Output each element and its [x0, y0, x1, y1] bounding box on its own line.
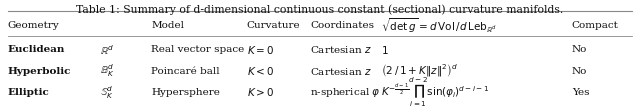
Text: $K<0$: $K<0$: [246, 65, 274, 77]
Text: No: No: [572, 67, 587, 76]
Text: $K=0$: $K=0$: [246, 44, 274, 56]
Text: No: No: [572, 45, 587, 54]
Text: Real vector space: Real vector space: [151, 45, 244, 54]
Text: Model: Model: [151, 21, 184, 30]
Text: Cartesian $z$: Cartesian $z$: [310, 44, 372, 55]
Text: $\sqrt{\det g} = d\,\mathrm{Vol}\,/d\,\mathrm{Leb}_{\mathbb{R}^d}$: $\sqrt{\det g} = d\,\mathrm{Vol}\,/d\,\m…: [381, 16, 497, 35]
Text: Euclidean: Euclidean: [8, 45, 65, 54]
Text: Cartesian $z$: Cartesian $z$: [310, 66, 372, 77]
Text: $K^{-\frac{d-1}{2}}\prod_{i=1}^{d-2}\sin(\varphi_i)^{d-i-1}$: $K^{-\frac{d-1}{2}}\prod_{i=1}^{d-2}\sin…: [381, 76, 489, 109]
Text: Poincaré ball: Poincaré ball: [151, 67, 220, 76]
Text: Hypersphere: Hypersphere: [151, 88, 220, 97]
Text: $K>0$: $K>0$: [246, 86, 274, 98]
Text: $\mathbb{S}_K^d$: $\mathbb{S}_K^d$: [100, 84, 114, 101]
Text: Geometry: Geometry: [8, 21, 60, 30]
Text: Curvature: Curvature: [246, 21, 300, 30]
Text: Compact: Compact: [572, 21, 619, 30]
Text: Elliptic: Elliptic: [8, 88, 49, 97]
Text: $\left(2\,/\,1+K\|z\|^2\right)^d$: $\left(2\,/\,1+K\|z\|^2\right)^d$: [381, 63, 458, 79]
Text: $\mathbb{R}^d$: $\mathbb{R}^d$: [100, 43, 115, 57]
Text: Coordinates: Coordinates: [310, 21, 374, 30]
Text: $1$: $1$: [381, 44, 388, 56]
Text: n-spherical $\varphi$: n-spherical $\varphi$: [310, 86, 381, 99]
Text: Hyperbolic: Hyperbolic: [8, 67, 71, 76]
Text: Yes: Yes: [572, 88, 589, 97]
Text: Table 1: Summary of d-dimensional continuous constant (sectional) curvature mani: Table 1: Summary of d-dimensional contin…: [76, 4, 564, 15]
Text: $\mathbb{B}_K^d$: $\mathbb{B}_K^d$: [100, 63, 115, 79]
